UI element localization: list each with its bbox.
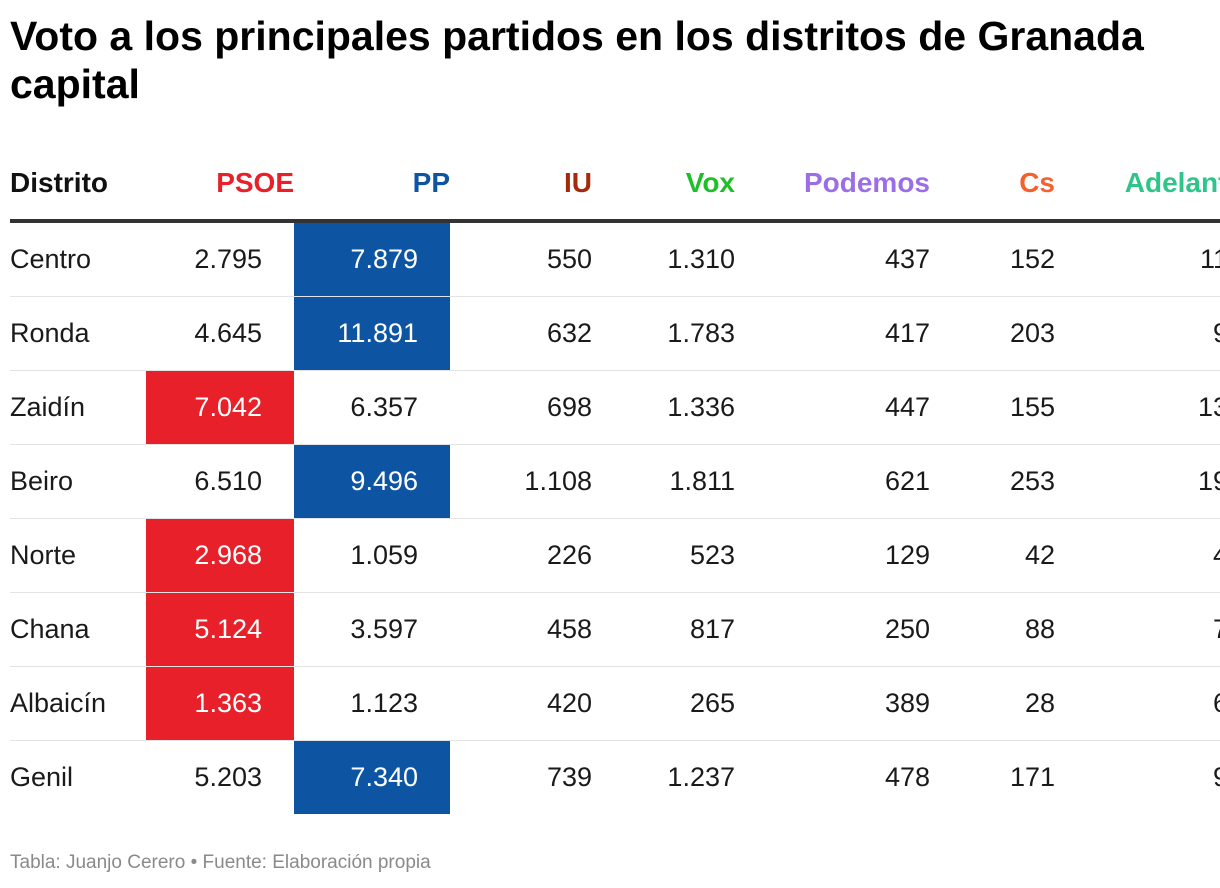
vote-cell-podemos: 478 [884, 762, 930, 792]
vote-cell-iu: 698 [450, 370, 592, 445]
district-name-cell: Norte [10, 518, 146, 593]
vote-cell-podemos: 389 [735, 666, 930, 741]
column-header-adelante: Adelante [1055, 147, 1220, 223]
vote-cell-psoe: 5.203 [194, 762, 262, 792]
page-title: Voto a los principales partidos en los d… [10, 13, 1144, 107]
column-header-vox: Vox [592, 147, 735, 223]
vote-cell-podemos: 621 [735, 444, 930, 519]
vote-cell-vox: 1.310 [592, 221, 735, 297]
vote-cell-cs: 88 [930, 592, 1055, 667]
table-body: Centro2.7957.8795501.310437152110Ronda4.… [10, 221, 1220, 814]
vote-cell-pp: 6.357 [294, 370, 450, 445]
vote-cell-adelante: 110 [1055, 221, 1220, 297]
district-name-cell: Ronda [10, 296, 146, 371]
vote-cell-psoe: 2.968 [146, 518, 294, 593]
table-row: Genil 5.203 7.340 739 1.237 478 17193 [10, 740, 1220, 815]
results-table: DistritoPSOEPPIUVoxPodemosCsAdelante Cen… [10, 147, 1220, 814]
column-header-distrito: Distrito [10, 147, 146, 223]
vote-cell-adelante: 139 [1055, 370, 1220, 445]
vote-cell-pp: 1.059 [294, 518, 450, 593]
vote-cell-adelante: 78 [1055, 592, 1220, 667]
district-name-cell: Beiro [10, 444, 146, 519]
vote-cell-adelante: 93 [1055, 741, 1220, 815]
vote-cell-psoe: 5.124 [146, 592, 294, 667]
vote-cell-adelante: 42 [1055, 518, 1220, 593]
district-name-cell: Chana [10, 592, 146, 667]
vote-cell-vox: 265 [592, 666, 735, 741]
vote-cell-vox: 523 [592, 518, 735, 593]
vote-cell-iu: 226 [450, 518, 592, 593]
vote-cell-pp: 1.123 [294, 666, 450, 741]
vote-cell-iu: 550 [450, 221, 592, 297]
column-header-podemos: Podemos [735, 147, 930, 223]
vote-cell-podemos: 447 [735, 370, 930, 445]
vote-cell-podemos: 250 [735, 592, 930, 667]
vote-cell-adelante: 63 [1055, 666, 1220, 741]
vote-cell-vox: 1.783 [592, 296, 735, 371]
district-name-cell: Centro [10, 221, 146, 297]
table-header-row: DistritoPSOEPPIUVoxPodemosCsAdelante [10, 147, 1220, 223]
column-header-pp: PP [294, 147, 450, 223]
vote-cell-iu: 458 [450, 592, 592, 667]
vote-cell-cs: 155 [930, 370, 1055, 445]
vote-cell-cs: 152 [930, 221, 1055, 297]
vote-cell-pp: 11.891 [294, 296, 450, 371]
vote-cell-podemos: 417 [735, 296, 930, 371]
column-header-psoe: PSOE [146, 147, 294, 223]
district-name-cell: Albaicín [10, 666, 146, 741]
district-name-cell: Zaidín [10, 370, 146, 445]
vote-cell-vox: 1.336 [592, 370, 735, 445]
vote-cell-cs: 28 [930, 666, 1055, 741]
vote-cell-psoe: 7.042 [146, 370, 294, 445]
vote-cell-iu: 1.108 [450, 444, 592, 519]
vote-cell-vox: 1.811 [592, 444, 735, 519]
vote-cell-podemos: 129 [735, 518, 930, 593]
column-header-iu: IU [450, 147, 592, 223]
vote-cell-vox: 817 [592, 592, 735, 667]
vote-cell-cs: 171 [1009, 762, 1055, 792]
vote-cell-pp: 7.340 [294, 740, 450, 814]
vote-cell-psoe: 6.510 [146, 444, 294, 519]
source-note: Tabla: Juanjo Cerero • Fuente: Elaboraci… [10, 852, 431, 873]
vote-cell-cs: 253 [930, 444, 1055, 519]
vote-cell-psoe: 4.645 [146, 296, 294, 371]
vote-cell-psoe: 2.795 [146, 221, 294, 297]
vote-cell-pp: 9.496 [294, 444, 450, 519]
vote-cell-iu: 739 [546, 762, 592, 792]
vote-cell-psoe: 1.363 [146, 666, 294, 741]
vote-cell-vox: 1.237 [667, 762, 735, 792]
vote-cell-iu: 420 [450, 666, 592, 741]
vote-cell-iu: 632 [450, 296, 592, 371]
district-name-cell: Genil [10, 762, 74, 792]
vote-cell-cs: 42 [930, 518, 1055, 593]
vote-cell-adelante: 196 [1055, 444, 1220, 519]
vote-cell-podemos: 437 [735, 221, 930, 297]
column-header-cs: Cs [930, 147, 1055, 223]
vote-cell-adelante: 92 [1055, 296, 1220, 371]
vote-cell-pp: 3.597 [294, 592, 450, 667]
vote-cell-pp: 7.879 [294, 221, 450, 297]
vote-cell-cs: 203 [930, 296, 1055, 371]
